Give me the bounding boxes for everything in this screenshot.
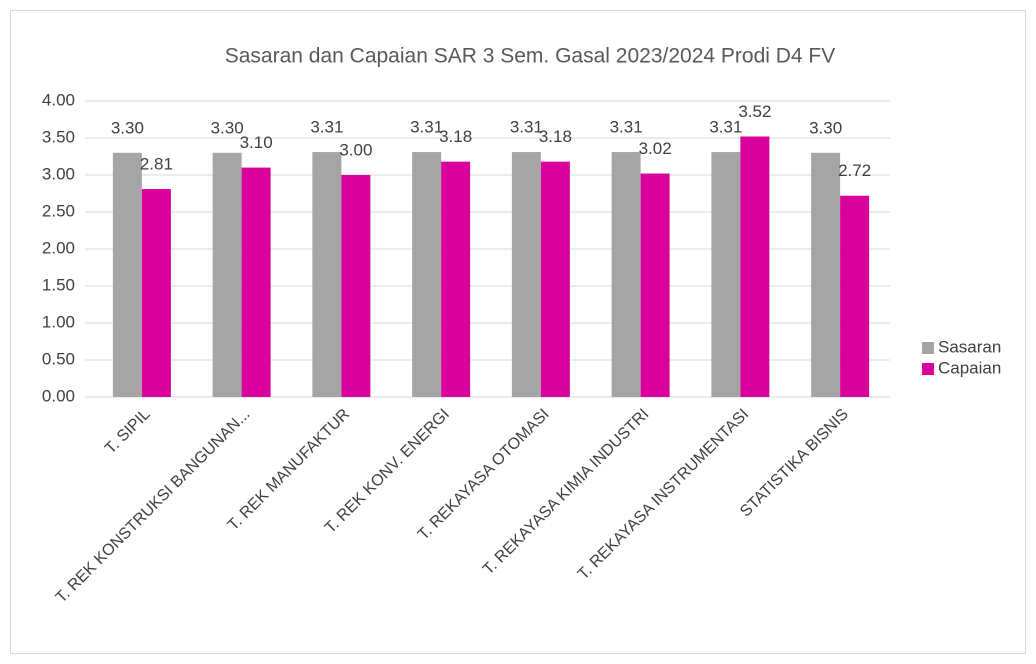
data-label: 3.31 [510,118,543,137]
y-tick-label: 1.00 [42,312,75,331]
bar [141,189,171,397]
data-label: 3.18 [539,127,572,146]
y-tick-label: 2.00 [42,238,75,257]
data-label: 3.30 [111,118,144,137]
legend-swatch [922,363,934,375]
bar [511,152,541,397]
data-label: 2.81 [140,155,173,174]
bar [611,152,641,397]
data-label: 3.00 [339,140,372,159]
y-tick-label: 3.00 [42,164,75,183]
bar [212,152,242,397]
legend-swatch [922,342,934,354]
y-tick-label: 0.00 [42,386,75,405]
bar [840,195,870,397]
data-label: 3.18 [439,127,472,146]
bar [811,152,841,397]
bar [312,152,342,397]
bar [441,161,471,397]
y-tick-label: 4.00 [42,90,75,109]
bar [412,152,442,397]
chart-title: Sasaran dan Capaian SAR 3 Sem. Gasal 202… [225,45,836,68]
y-tick-label: 1.50 [42,275,75,294]
data-label: 2.72 [838,161,871,180]
bar [241,167,271,397]
data-label: 3.02 [639,139,672,158]
y-tick-label: 3.50 [42,127,75,146]
legend-label: Capaian [938,358,1001,377]
data-label: 3.30 [211,118,244,137]
bar [341,175,371,397]
data-label: 3.31 [610,118,643,137]
y-tick-label: 2.50 [42,201,75,220]
data-label: 3.31 [709,118,742,137]
bar [540,161,570,397]
legend-label: Sasaran [938,337,1001,356]
bar [711,152,741,397]
bar [112,152,142,397]
data-label: 3.10 [240,133,273,152]
bar [640,173,670,397]
data-label: 3.31 [310,118,343,137]
data-label: 3.31 [410,118,443,137]
data-label: 3.52 [738,102,771,121]
bar [740,136,770,397]
y-tick-label: 0.50 [42,349,75,368]
data-label: 3.30 [809,118,842,137]
